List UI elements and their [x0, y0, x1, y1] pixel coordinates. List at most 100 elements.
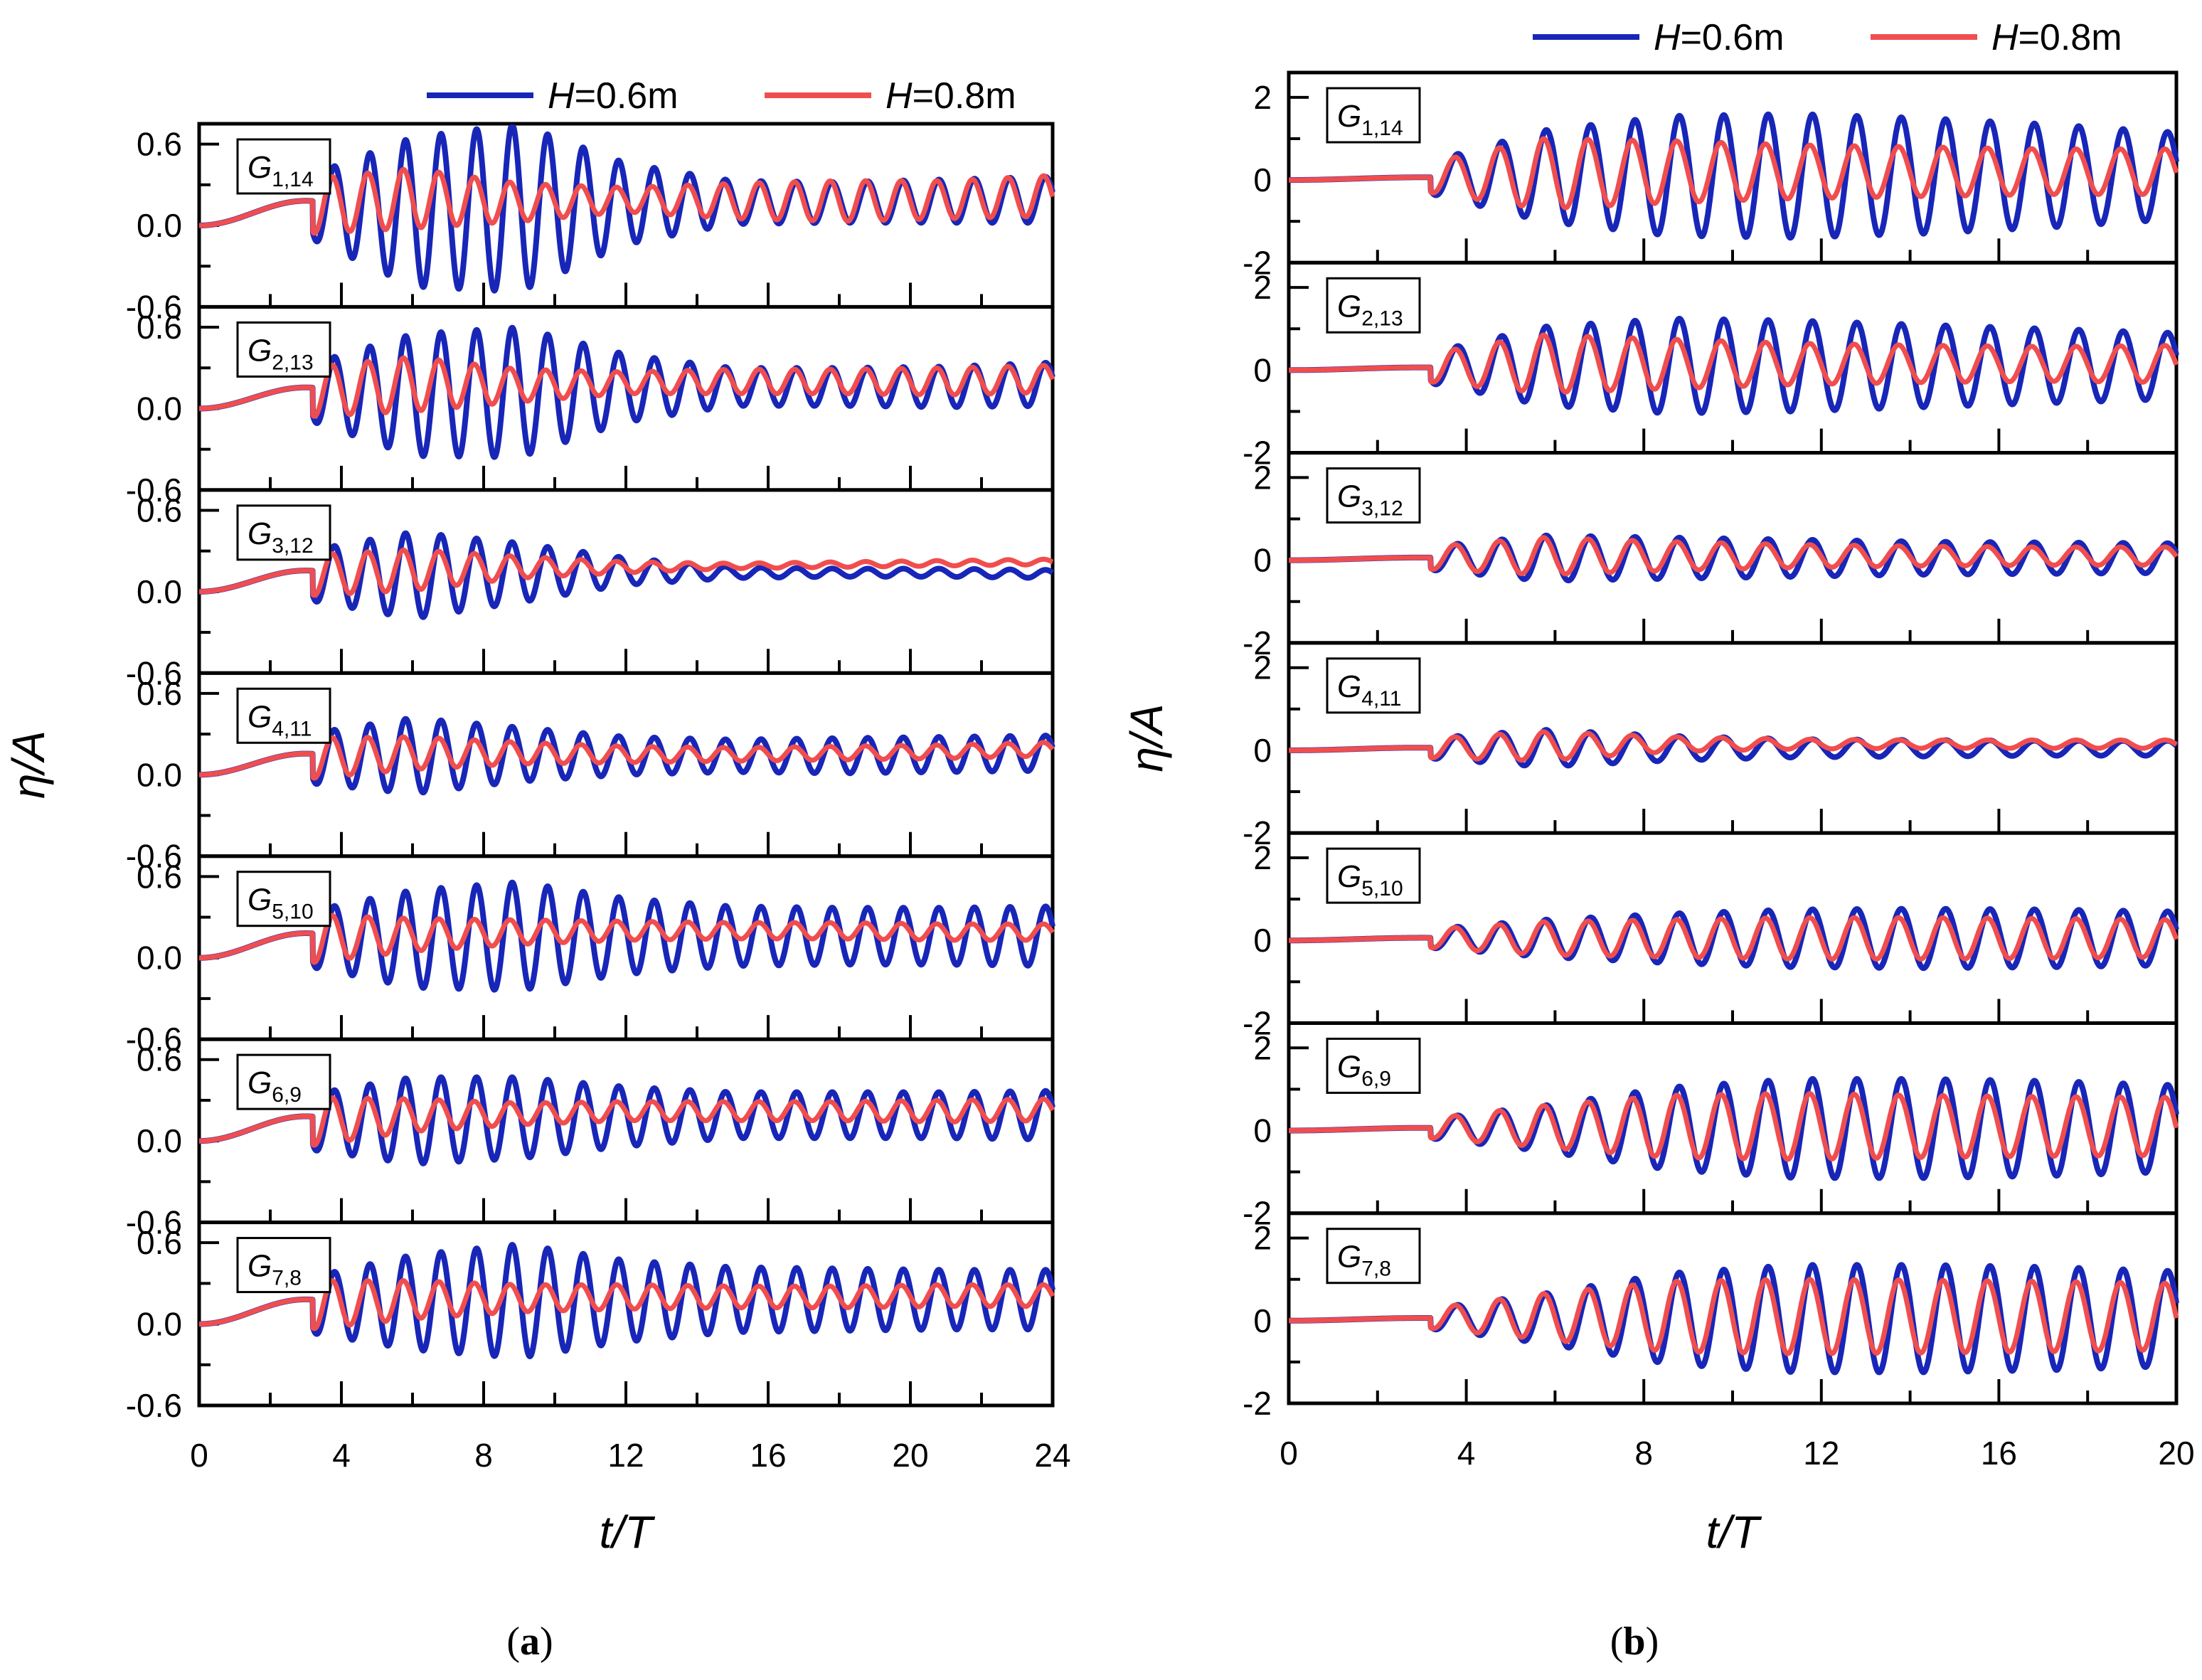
- legend-value: =0.8m: [913, 75, 1016, 117]
- gauge-label: G4,11: [248, 699, 312, 740]
- gauge-label-box: [1326, 1037, 1421, 1094]
- y-tick-label: 2: [1253, 649, 1272, 686]
- y-tick-label: 2: [1253, 269, 1272, 306]
- y-axis-title: η/A: [3, 730, 54, 799]
- series-h08-line: [197, 1278, 1055, 1331]
- series-h08-line: [1287, 915, 2179, 962]
- gauge-letter: G: [1337, 1240, 1361, 1275]
- gauge-row: -0.6 0.0 0.6 G4,11: [126, 671, 1055, 875]
- y-tick-label: -0.6: [126, 1387, 182, 1424]
- y-axis-title: η/A: [1121, 704, 1172, 772]
- y-tick-label: 0.6: [137, 858, 182, 895]
- gauge-label-box: [236, 1053, 331, 1110]
- legend-value: =0.8m: [2019, 17, 2122, 58]
- y-tick-label: -0.6: [126, 1204, 182, 1241]
- series-h08-line: [1287, 332, 2179, 395]
- y-tick-label: 0: [1253, 351, 1272, 388]
- x-tick-label: 16: [750, 1437, 786, 1474]
- y-tick-label: -0.6: [126, 472, 182, 509]
- gauge-label-box: [1326, 277, 1421, 334]
- y-tick-label: -2: [1243, 1385, 1272, 1422]
- gauge-label-box: [236, 687, 331, 744]
- legend-var: H: [548, 75, 575, 117]
- y-tick-label: 0: [1253, 1112, 1272, 1149]
- gauge-label: G4,11: [1337, 669, 1401, 711]
- series-h08-line: [1287, 1091, 2179, 1162]
- gauge-subscript: 3,12: [272, 534, 313, 558]
- y-tick-label: -2: [1243, 814, 1272, 851]
- y-tick-label: 2: [1253, 1029, 1272, 1066]
- legend-value: =0.6m: [1681, 17, 1785, 58]
- y-tick-label: -0.6: [126, 1021, 182, 1058]
- gauge-row: -2 0 2 G4,11: [1243, 641, 2179, 851]
- y-tick-label: 0.0: [137, 1122, 182, 1159]
- y-tick-label: 0.0: [137, 1306, 182, 1343]
- x-tick-label: 12: [1803, 1435, 1839, 1472]
- y-tick-label: 0.6: [137, 675, 182, 712]
- gauge-label: G2,13: [1337, 289, 1403, 330]
- series-h08-line: [197, 913, 1055, 965]
- gauge-letter: G: [248, 1065, 272, 1100]
- legend-label-h06: H=0.6m: [548, 75, 679, 117]
- gauge-label-box: [236, 138, 331, 195]
- gauge-row: -0.6 0.0 0.6 G7,8: [126, 1221, 1055, 1424]
- series-h08-line: [1287, 729, 2179, 763]
- gauge-label: G6,9: [1337, 1049, 1391, 1090]
- caption-b: (b): [1610, 1620, 1659, 1664]
- series-h08-line: [197, 734, 1055, 781]
- y-tick-label: -0.6: [126, 288, 182, 325]
- gauge-letter: G: [1337, 289, 1361, 324]
- x-axis-title: t/T: [600, 1506, 656, 1558]
- gauge-label-box: [236, 321, 331, 378]
- gauge-subscript: 5,10: [272, 900, 313, 924]
- y-tick-label: 2: [1253, 79, 1272, 116]
- y-tick-label: -2: [1243, 435, 1272, 472]
- gauge-row: -2 0 2 G5,10: [1243, 831, 2179, 1041]
- gauge-label-box: [1326, 847, 1421, 904]
- gauge-subscript: 4,11: [1361, 687, 1401, 711]
- y-tick-label: 0.6: [137, 1041, 182, 1078]
- legend-var: H: [1991, 17, 2019, 58]
- series-h08-line: [1287, 1277, 2179, 1356]
- caption-a: (a): [506, 1620, 553, 1664]
- gauge-letter: G: [1337, 859, 1361, 894]
- caption-a-letter: a: [520, 1620, 540, 1664]
- x-tick-label: 8: [474, 1437, 493, 1474]
- series-h08-line: [1287, 136, 2179, 211]
- gauge-letter: G: [1337, 669, 1361, 704]
- y-tick-label: 0.6: [137, 309, 182, 346]
- gauge-subscript: 7,8: [1361, 1258, 1391, 1281]
- gauge-letter: G: [248, 883, 272, 918]
- gauge-subscript: 2,13: [1361, 307, 1403, 330]
- gauge-label: G7,8: [248, 1249, 302, 1290]
- y-tick-label: 0.0: [137, 940, 182, 977]
- x-tick-label: 4: [332, 1437, 351, 1474]
- gauge-label-box: [1326, 1228, 1421, 1285]
- gauge-subscript: 1,14: [272, 168, 313, 191]
- x-tick-label: 24: [1034, 1437, 1070, 1474]
- gauge-label-box: [236, 871, 331, 927]
- gauge-subscript: 3,12: [1361, 497, 1403, 521]
- gauge-label: G1,14: [248, 150, 314, 191]
- gauge-row: -0.6 0.0 0.6 G1,14: [126, 122, 1055, 325]
- gauge-letter: G: [248, 699, 272, 734]
- series-h08-line: [197, 166, 1055, 236]
- y-tick-label: -0.6: [126, 654, 182, 691]
- gauge-subscript: 1,14: [1361, 117, 1403, 140]
- y-tick-label: 0: [1253, 161, 1272, 198]
- y-tick-label: 0.0: [137, 756, 182, 793]
- y-tick-label: -0.6: [126, 838, 182, 875]
- legend-label-h06: H=0.6m: [1654, 17, 1785, 58]
- gauge-subscript: 5,10: [1361, 877, 1403, 900]
- x-tick-label: 8: [1634, 1435, 1653, 1472]
- gauge-subscript: 6,9: [1361, 1067, 1391, 1090]
- y-tick-label: -2: [1243, 1195, 1272, 1232]
- gauge-subscript: 2,13: [272, 351, 313, 374]
- series-h08-line: [197, 1095, 1055, 1148]
- gauge-label: G7,8: [1337, 1240, 1391, 1281]
- y-tick-label: 2: [1253, 1220, 1272, 1257]
- gauge-subscript: 7,8: [272, 1267, 302, 1290]
- x-tick-label: 4: [1457, 1435, 1476, 1472]
- y-tick-label: -2: [1243, 244, 1272, 281]
- x-tick-label: 0: [190, 1437, 208, 1474]
